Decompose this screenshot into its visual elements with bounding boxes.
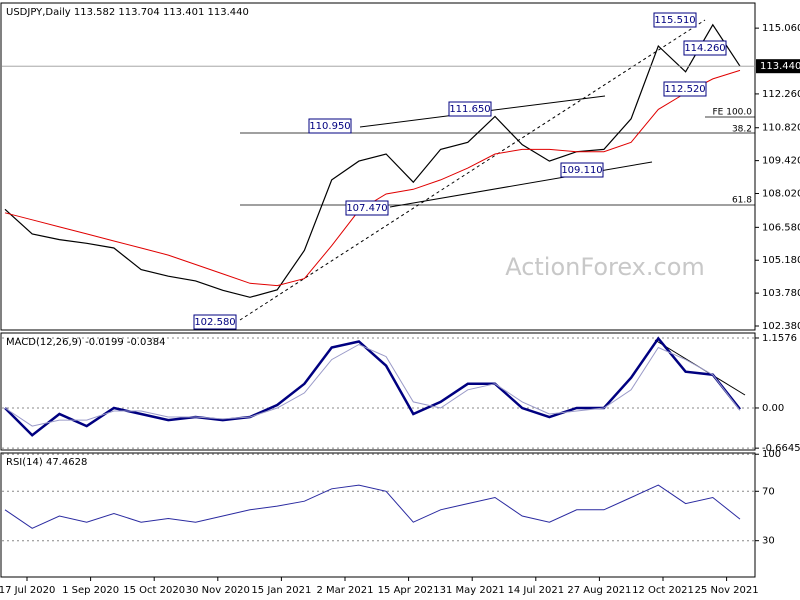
x-tick-label: 14 Jul 2021 bbox=[507, 585, 564, 596]
annotation-box bbox=[308, 118, 352, 134]
annotation-box bbox=[345, 200, 389, 216]
trend-line bbox=[239, 19, 706, 321]
y-tick-label: 105.180 bbox=[762, 255, 800, 266]
panel-title: USDJPY,Daily 113.582 113.704 113.401 113… bbox=[6, 7, 249, 18]
annotation-box bbox=[448, 101, 492, 117]
y-tick-label: 30 bbox=[762, 536, 775, 547]
annotation: 111.650 bbox=[449, 104, 490, 115]
price-panel bbox=[0, 2, 756, 331]
annotation-box bbox=[683, 40, 727, 56]
annotation: 110.950 bbox=[309, 121, 350, 132]
annotation: 112.520 bbox=[664, 84, 705, 95]
annotation: 115.510 bbox=[654, 15, 695, 26]
annotation: 107.470 bbox=[346, 203, 387, 214]
y-tick-label: 112.260 bbox=[762, 89, 800, 100]
annotation-box bbox=[663, 81, 707, 97]
rsi-panel bbox=[0, 452, 756, 578]
series-line bbox=[4, 23, 741, 298]
series-line bbox=[4, 343, 741, 427]
x-tick-label: 30 Nov 2020 bbox=[186, 585, 250, 596]
annotation: 109.110 bbox=[561, 165, 602, 176]
y-tick-label: 115.060 bbox=[762, 23, 800, 34]
x-tick-label: 15 Jan 2021 bbox=[251, 585, 311, 596]
annotation: 114.260 bbox=[684, 43, 725, 54]
x-tick-label: 25 Nov 2021 bbox=[695, 585, 759, 596]
x-tick-label: 27 Aug 2021 bbox=[567, 585, 631, 596]
x-tick-label: 31 May 2021 bbox=[440, 585, 505, 596]
watermark: ActionForex.com bbox=[505, 253, 705, 281]
x-tick-label: 2 Mar 2021 bbox=[316, 585, 373, 596]
y-tick-label: 109.420 bbox=[762, 156, 800, 167]
trend-line bbox=[389, 161, 653, 208]
y-tick-label: 102.380 bbox=[762, 321, 800, 332]
current-price-box bbox=[756, 59, 800, 74]
annotation-box bbox=[560, 162, 604, 178]
y-tick-label: 1.1576 bbox=[762, 333, 797, 344]
y-tick-label: 70 bbox=[762, 486, 775, 497]
annotation: 61.8 bbox=[732, 196, 752, 206]
macd-panel bbox=[0, 332, 756, 451]
x-tick-label: 15 Apr 2021 bbox=[378, 585, 440, 596]
y-tick-label: 100 bbox=[762, 449, 781, 460]
annotation: 102.580 bbox=[194, 317, 235, 328]
annotation: FE 100.0 bbox=[713, 108, 753, 118]
y-tick-label: 106.580 bbox=[762, 222, 800, 233]
annotation: 38.2 bbox=[732, 125, 752, 135]
current-price-label: 113.440 bbox=[760, 61, 800, 72]
y-tick-label: -0.6645 bbox=[762, 443, 800, 454]
annotation-box bbox=[653, 12, 697, 28]
series-line bbox=[4, 484, 741, 529]
x-tick-label: 17 Jul 2020 bbox=[0, 585, 55, 596]
x-tick-label: 12 Oct 2021 bbox=[632, 585, 694, 596]
x-tick-label: 1 Sep 2020 bbox=[62, 585, 119, 596]
panel-title: RSI(14) 47.4628 bbox=[6, 457, 87, 468]
y-tick-label: 108.020 bbox=[762, 189, 800, 200]
annotation-box bbox=[193, 314, 237, 330]
x-tick-label: 15 Oct 2020 bbox=[123, 585, 185, 596]
y-tick-label: 103.780 bbox=[762, 288, 800, 299]
panel-title: MACD(12,26,9) -0.0199 -0.0384 bbox=[6, 337, 166, 348]
y-tick-label: 0.00 bbox=[762, 403, 784, 414]
y-tick-label: 110.820 bbox=[762, 123, 800, 134]
